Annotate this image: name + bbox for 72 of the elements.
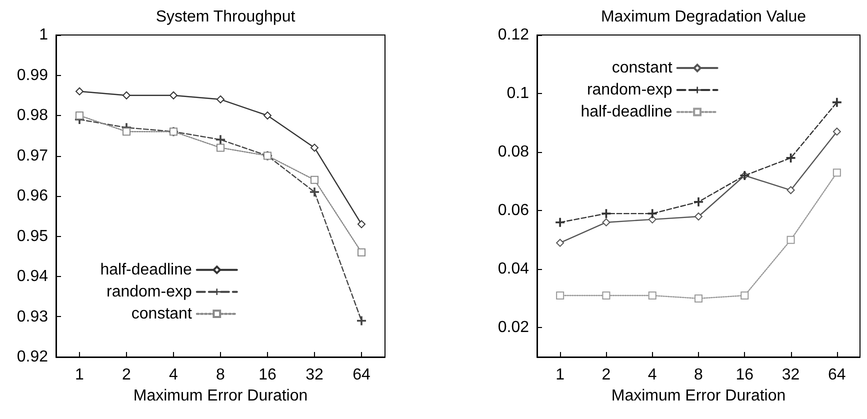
point [648,209,657,218]
point [694,212,702,220]
y-tick-label: 0.98 [16,107,48,124]
point [832,98,842,107]
point [310,187,319,196]
y-tick-label: 0.97 [16,147,48,164]
x-tick-label: 4 [169,366,178,384]
x-tick-label: 16 [258,366,276,384]
point [556,238,564,247]
point [602,218,610,226]
y-tick-label: 0.95 [16,228,48,245]
legend-label: half-deadline [580,104,672,120]
y-tick-label: 0.96 [16,188,48,204]
y-tick-label: 1 [39,26,48,44]
point [216,95,224,104]
point [556,218,565,227]
legend-label: constant [131,305,192,322]
x-tick-label: 8 [216,366,226,384]
chart-title: System Throughput [156,8,296,26]
point [786,236,795,244]
point [216,135,225,144]
point [740,292,749,300]
x-axis-title: Maximum Error Duration [133,387,308,404]
x-tick-label: 1 [75,366,84,384]
x-tick-label: 32 [782,366,800,384]
point [694,294,702,302]
point [216,144,224,152]
y-tick-label: 0.06 [498,202,530,220]
chart-title: Maximum Degradation Value [600,8,806,26]
point [122,128,130,136]
x-axis-title: Maximum Error Duration [611,387,786,404]
legend-label: constant [612,60,673,76]
x-tick-label: 2 [602,366,611,384]
point [786,186,795,194]
point [264,112,272,120]
legend-label: half-deadline [100,261,192,278]
y-tick-label: 0.08 [498,144,530,161]
point [602,292,610,300]
y-tick-label: 0.93 [16,308,48,326]
x-tick-label: 16 [736,366,754,384]
x-tick-label: 32 [306,366,324,384]
point [556,292,564,300]
legend-label: random-exp [106,283,192,300]
point [310,144,318,152]
x-tick-label: 4 [648,366,657,384]
y-tick-label: 0.1 [506,85,530,102]
point [832,168,841,177]
x-tick-label: 64 [828,366,846,384]
y-tick-label: 0.94 [16,268,48,285]
point [648,292,656,300]
point [694,197,703,206]
x-tick-label: 1 [556,366,565,384]
x-tick-label: 8 [694,366,704,384]
y-tick-label: 0.04 [498,260,530,278]
point [76,112,84,120]
point [786,153,796,162]
point [832,128,841,136]
x-tick-label: 2 [122,366,132,384]
point [76,87,84,96]
x-tick-label: 64 [352,366,370,384]
y-tick-label: 0.99 [16,66,48,84]
point [122,91,130,100]
point [310,176,318,184]
point [602,209,611,218]
point [358,248,366,256]
legend-label: random-exp [586,82,672,98]
point [357,316,366,326]
y-tick-label: 0.92 [16,348,48,366]
y-tick-label: 0.12 [498,26,530,44]
point [170,91,178,100]
point [358,220,366,228]
y-tick-label: 0.02 [498,319,530,336]
